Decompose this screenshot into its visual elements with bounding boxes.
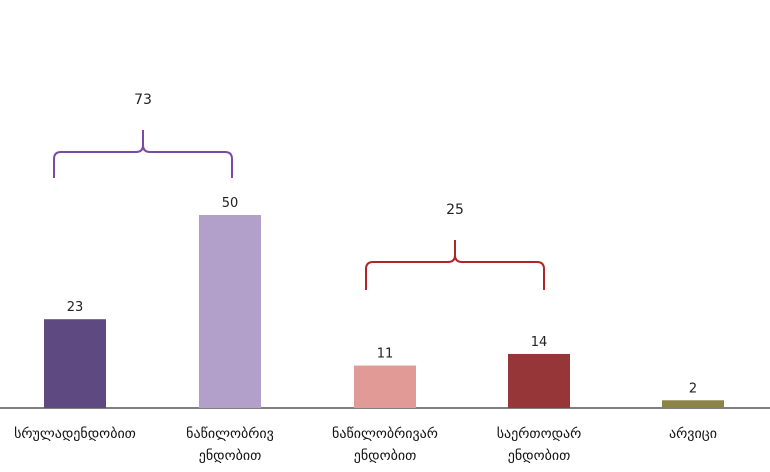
group-bracket-2 xyxy=(365,240,545,290)
category-label-5: არვიცი xyxy=(669,425,717,442)
value-label-3: 11 xyxy=(377,347,394,362)
category-label-3-line-2: ენდობით xyxy=(354,448,417,464)
category-labels-layer: სრულადენდობით ნაწილობრივ ენდობით ნაწილობრივ… xyxy=(14,425,717,464)
category-label-2-line-2: ენდობით xyxy=(199,448,262,464)
bar-4 xyxy=(508,353,570,408)
bar-3 xyxy=(354,365,416,408)
category-label-2-line-1: ნაწილობრივ xyxy=(186,425,274,442)
bar-2 xyxy=(199,215,261,408)
category-label-4-line-2: ენდობით xyxy=(508,448,571,464)
category-label-1: სრულადენდობით xyxy=(14,425,136,442)
bar-5 xyxy=(662,400,724,408)
group-total-label-1: 73 xyxy=(134,92,152,108)
group-bracket-1 xyxy=(53,130,233,178)
value-labels-layer: 23 50 11 14 2 xyxy=(67,196,697,396)
value-label-5: 2 xyxy=(689,381,697,396)
category-label-3-line-1: ნაწილობრივარ xyxy=(332,425,438,442)
group-total-label-2: 25 xyxy=(446,202,464,218)
bar-1 xyxy=(44,319,106,408)
category-label-4-line-1: საერთოდარ xyxy=(497,425,582,442)
group-brackets-layer: 73 25 xyxy=(53,92,545,290)
bars-layer xyxy=(44,215,724,408)
value-label-2: 50 xyxy=(222,196,239,211)
value-label-4: 14 xyxy=(531,335,548,350)
value-label-1: 23 xyxy=(67,300,84,315)
